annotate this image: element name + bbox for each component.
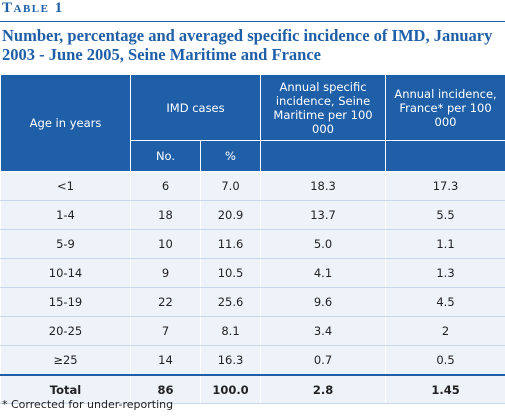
table-cell: 5.5 xyxy=(385,200,505,230)
empty-header xyxy=(260,140,387,172)
table-cell: 3.4 xyxy=(260,316,387,346)
table-cell: 4.5 xyxy=(385,287,505,317)
table-title: Number, percentage and averaged specific… xyxy=(2,26,493,64)
table-label: Table 1 xyxy=(2,0,64,16)
column-header: Annual specific incidence, Seine Maritim… xyxy=(260,74,387,141)
table-cell: 8.1 xyxy=(199,316,262,346)
table-cell: 4.1 xyxy=(260,258,387,288)
column-header: IMD cases xyxy=(129,74,262,141)
table-row: 5-9 10 11.6 5.0 1.1 xyxy=(0,229,505,259)
table-cell: 2.8 xyxy=(260,374,387,404)
table-cell: 1-4 xyxy=(0,200,131,230)
column-header: Age in years xyxy=(0,74,131,172)
table-cell: 100.0 xyxy=(199,374,262,404)
empty-header xyxy=(385,140,505,172)
table-cell: 1.1 xyxy=(385,229,505,259)
table-cell: 14 xyxy=(130,345,201,376)
table-cell: 1.45 xyxy=(385,374,505,404)
table-cell: <1 xyxy=(0,171,131,201)
table-cell: 15-19 xyxy=(0,287,131,317)
table-row: 20-25 7 8.1 3.4 2 xyxy=(0,316,505,346)
table-cell: 9 xyxy=(130,258,201,288)
table-cell: 2 xyxy=(385,316,505,346)
table-cell: 22 xyxy=(130,287,201,317)
table-cell: 10.5 xyxy=(199,258,262,288)
table-cell: 17.3 xyxy=(385,171,505,201)
table-row: 15-19 22 25.6 9.6 4.5 xyxy=(0,287,505,317)
table-cell: 18 xyxy=(130,200,201,230)
table-cell: 1.3 xyxy=(385,258,505,288)
table-cell: 11.6 xyxy=(199,229,262,259)
table-row: 10-14 9 10.5 4.1 1.3 xyxy=(0,258,505,288)
table-cell: 7 xyxy=(130,316,201,346)
table-cell: 13.7 xyxy=(260,200,387,230)
table-cell: Total xyxy=(0,374,131,404)
table-cell: 9.6 xyxy=(260,287,387,317)
table-cell: 6 xyxy=(130,171,201,201)
table-cell: 20.9 xyxy=(199,200,262,230)
table-cell: 18.3 xyxy=(260,171,387,201)
table-cell: 20-25 xyxy=(0,316,131,346)
subcolumn-header: No. xyxy=(130,140,201,172)
table-cell: ≥25 xyxy=(0,345,131,376)
subcolumn-header: % xyxy=(199,140,262,172)
column-header: Annual incidence, France* per 100 000 xyxy=(385,74,505,141)
data-table: Age in years IMD cases Annual specific i… xyxy=(0,74,505,404)
table-cell: 7.0 xyxy=(199,171,262,201)
table-cell: 16.3 xyxy=(199,345,262,376)
table-cell: 25.6 xyxy=(199,287,262,317)
table-cell: 10-14 xyxy=(0,258,131,288)
table-body: <1 6 7.0 18.3 17.3 1-4 18 20.9 13.7 5.5 5-9 10 11.6 5… xyxy=(0,171,505,404)
table-row: <1 6 7.0 18.3 17.3 xyxy=(0,171,505,201)
table-cell: 0.7 xyxy=(260,345,387,376)
table-cell: 0.5 xyxy=(385,345,505,376)
table-row: ≥25 14 16.3 0.7 0.5 xyxy=(0,345,505,376)
table-cell: 10 xyxy=(130,229,201,259)
rule xyxy=(0,21,505,22)
table-row: 1-4 18 20.9 13.7 5.5 xyxy=(0,200,505,230)
table-cell: 5-9 xyxy=(0,229,131,259)
table-cell: 5.0 xyxy=(260,229,387,259)
footnote: * Corrected for under-reporting xyxy=(2,398,174,411)
total-row: Total 86 100.0 2.8 1.45 xyxy=(0,374,505,404)
